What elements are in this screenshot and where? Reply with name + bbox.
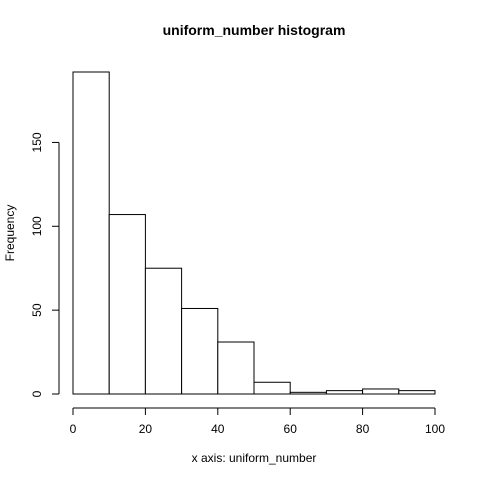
x-tick-label: 60 — [284, 422, 298, 436]
y-tick-label: 100 — [30, 216, 44, 236]
x-tick-label: 0 — [70, 422, 77, 436]
histogram-bar-8 — [362, 388, 400, 395]
histogram-bar-0 — [72, 71, 110, 395]
x-tick-label: 20 — [139, 422, 153, 436]
bars-group — [72, 71, 436, 395]
y-axis: 0 50 100 150 — [30, 132, 60, 397]
y-tick-label: 50 — [30, 303, 44, 317]
x-axis-label: x axis: uniform_number — [192, 451, 317, 465]
histogram-bar-5 — [253, 381, 291, 395]
x-tick-label: 80 — [356, 422, 370, 436]
x-axis: 0 20 40 60 80 100 — [70, 407, 445, 436]
histogram-bar-3 — [181, 307, 219, 395]
x-tick-label: 40 — [211, 422, 225, 436]
y-tick-label: 150 — [30, 132, 44, 152]
y-tick-label: 0 — [30, 390, 44, 397]
histogram-bar-9 — [398, 390, 436, 395]
histogram-bar-1 — [108, 214, 146, 395]
histogram-bar-7 — [325, 390, 364, 395]
histogram-bar-4 — [217, 341, 255, 395]
x-tick-label: 100 — [425, 422, 445, 436]
chart-title: uniform_number histogram — [163, 22, 346, 38]
histogram-bar-2 — [144, 267, 183, 395]
histogram-bar-6 — [289, 391, 327, 395]
y-axis-label: Frequency — [3, 205, 17, 262]
